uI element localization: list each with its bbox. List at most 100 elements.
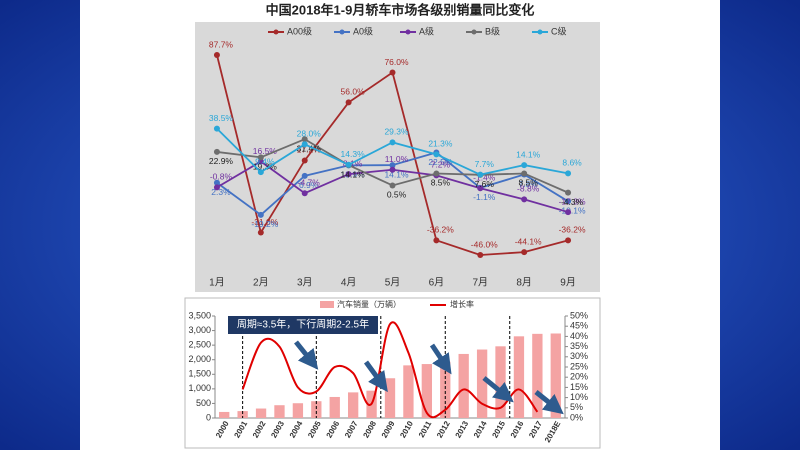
data-point xyxy=(389,69,396,76)
bar xyxy=(421,364,432,418)
data-label: -8.8% xyxy=(517,184,540,194)
data-point xyxy=(301,172,308,179)
y-tick-label: 1,000 xyxy=(188,383,211,393)
y2-tick-label: 5% xyxy=(570,402,583,412)
trend-arrow xyxy=(534,390,564,415)
x-tick-label: 1月 xyxy=(209,277,225,289)
bar xyxy=(403,365,414,418)
data-label: 2.3% xyxy=(211,187,231,197)
data-point xyxy=(345,99,352,106)
x-tick-label: 2月 xyxy=(253,277,269,289)
data-point xyxy=(257,211,264,218)
data-point xyxy=(301,136,308,143)
bar xyxy=(255,408,267,418)
data-label: -36.2% xyxy=(427,225,454,235)
data-label: 56.0% xyxy=(341,87,366,97)
y2-tick-label: 15% xyxy=(570,382,588,392)
data-label: 7.2% xyxy=(431,160,451,170)
data-point xyxy=(213,125,220,132)
data-point xyxy=(565,198,572,205)
data-label: 7.8% xyxy=(518,179,538,189)
data-label: -0.8% xyxy=(210,172,233,182)
legend-marker xyxy=(273,29,279,35)
legend-swatch xyxy=(320,301,334,308)
data-point xyxy=(521,162,528,169)
data-point xyxy=(301,141,308,148)
bar xyxy=(348,392,359,418)
data-label: 11.0% xyxy=(385,154,409,164)
trend-arrow xyxy=(294,340,319,370)
data-label: 7.6% xyxy=(475,179,495,189)
bar xyxy=(513,336,525,418)
x-tick-label: 8月 xyxy=(516,277,532,289)
legend-label: 增长率 xyxy=(450,299,474,309)
data-label: 14.1% xyxy=(516,149,541,159)
data-label: -1.4% xyxy=(473,173,496,183)
legend-label: C级 xyxy=(551,25,567,36)
legend-marker xyxy=(405,29,411,35)
data-label: 13.9% xyxy=(341,170,366,180)
data-label: 19.3% xyxy=(253,162,278,172)
y-tick-label: 0 xyxy=(206,412,211,422)
bar xyxy=(440,361,451,418)
y2-tick-label: 50% xyxy=(570,310,588,320)
data-label: -19.2% xyxy=(251,219,278,229)
bar xyxy=(329,396,340,418)
data-label: 29.3% xyxy=(384,127,409,137)
legend-label: 汽车销量（万辆） xyxy=(337,299,401,309)
data-label: 22.9% xyxy=(209,156,234,166)
data-point xyxy=(521,170,528,177)
data-point xyxy=(565,170,572,177)
bar xyxy=(219,411,230,418)
y-tick-label: 500 xyxy=(196,398,211,408)
trend-arrow xyxy=(363,360,388,393)
data-point xyxy=(389,162,396,169)
trend-arrow xyxy=(429,343,452,375)
data-label: 38.5% xyxy=(209,113,234,123)
data-point xyxy=(433,151,440,158)
y2-tick-label: 25% xyxy=(570,361,588,371)
bar xyxy=(237,411,248,418)
data-point xyxy=(389,139,396,146)
data-point xyxy=(565,189,572,196)
bar xyxy=(384,378,396,418)
y2-tick-label: 30% xyxy=(570,351,588,361)
legend-label: B级 xyxy=(485,25,500,36)
data-point xyxy=(389,182,396,189)
data-point xyxy=(345,171,352,178)
y2-tick-label: 35% xyxy=(570,341,588,351)
data-label: -44.1% xyxy=(515,236,542,246)
bar xyxy=(458,353,469,418)
data-point xyxy=(433,170,440,177)
data-point xyxy=(257,229,264,236)
y-tick-label: 1,500 xyxy=(188,369,211,379)
annotation-box xyxy=(228,316,378,334)
data-label: 8.5% xyxy=(431,178,451,188)
annotation: 周期≈3.5年，下行周期2-2.5年 xyxy=(237,318,369,331)
legend-marker xyxy=(471,29,477,35)
data-point xyxy=(521,196,528,203)
bar xyxy=(476,349,488,418)
data-label: 14.1% xyxy=(341,169,366,179)
x-tick-label: 6月 xyxy=(429,277,445,289)
data-point xyxy=(433,237,440,244)
data-label: -10.1% xyxy=(559,206,586,216)
data-point xyxy=(345,161,352,168)
data-label: 87.7% xyxy=(209,39,234,49)
legend-label: A级 xyxy=(419,25,434,36)
data-label: -36.2% xyxy=(559,225,586,235)
data-label: 9.4% xyxy=(255,156,275,166)
legend-marker xyxy=(339,29,345,35)
bar xyxy=(532,333,543,418)
chart-title: 中国2018年1-9月轿车市场各级别销量同比变化 xyxy=(266,2,535,17)
data-point xyxy=(213,184,220,191)
y-tick-label: 3,500 xyxy=(188,310,211,320)
bar xyxy=(550,333,561,418)
data-label: 28.0% xyxy=(297,129,322,139)
legend-label: A00级 xyxy=(287,25,312,36)
x-tick-label: 9月 xyxy=(560,277,576,289)
bar xyxy=(311,401,322,418)
data-label: 31.4% xyxy=(297,143,322,153)
data-point xyxy=(213,148,220,155)
